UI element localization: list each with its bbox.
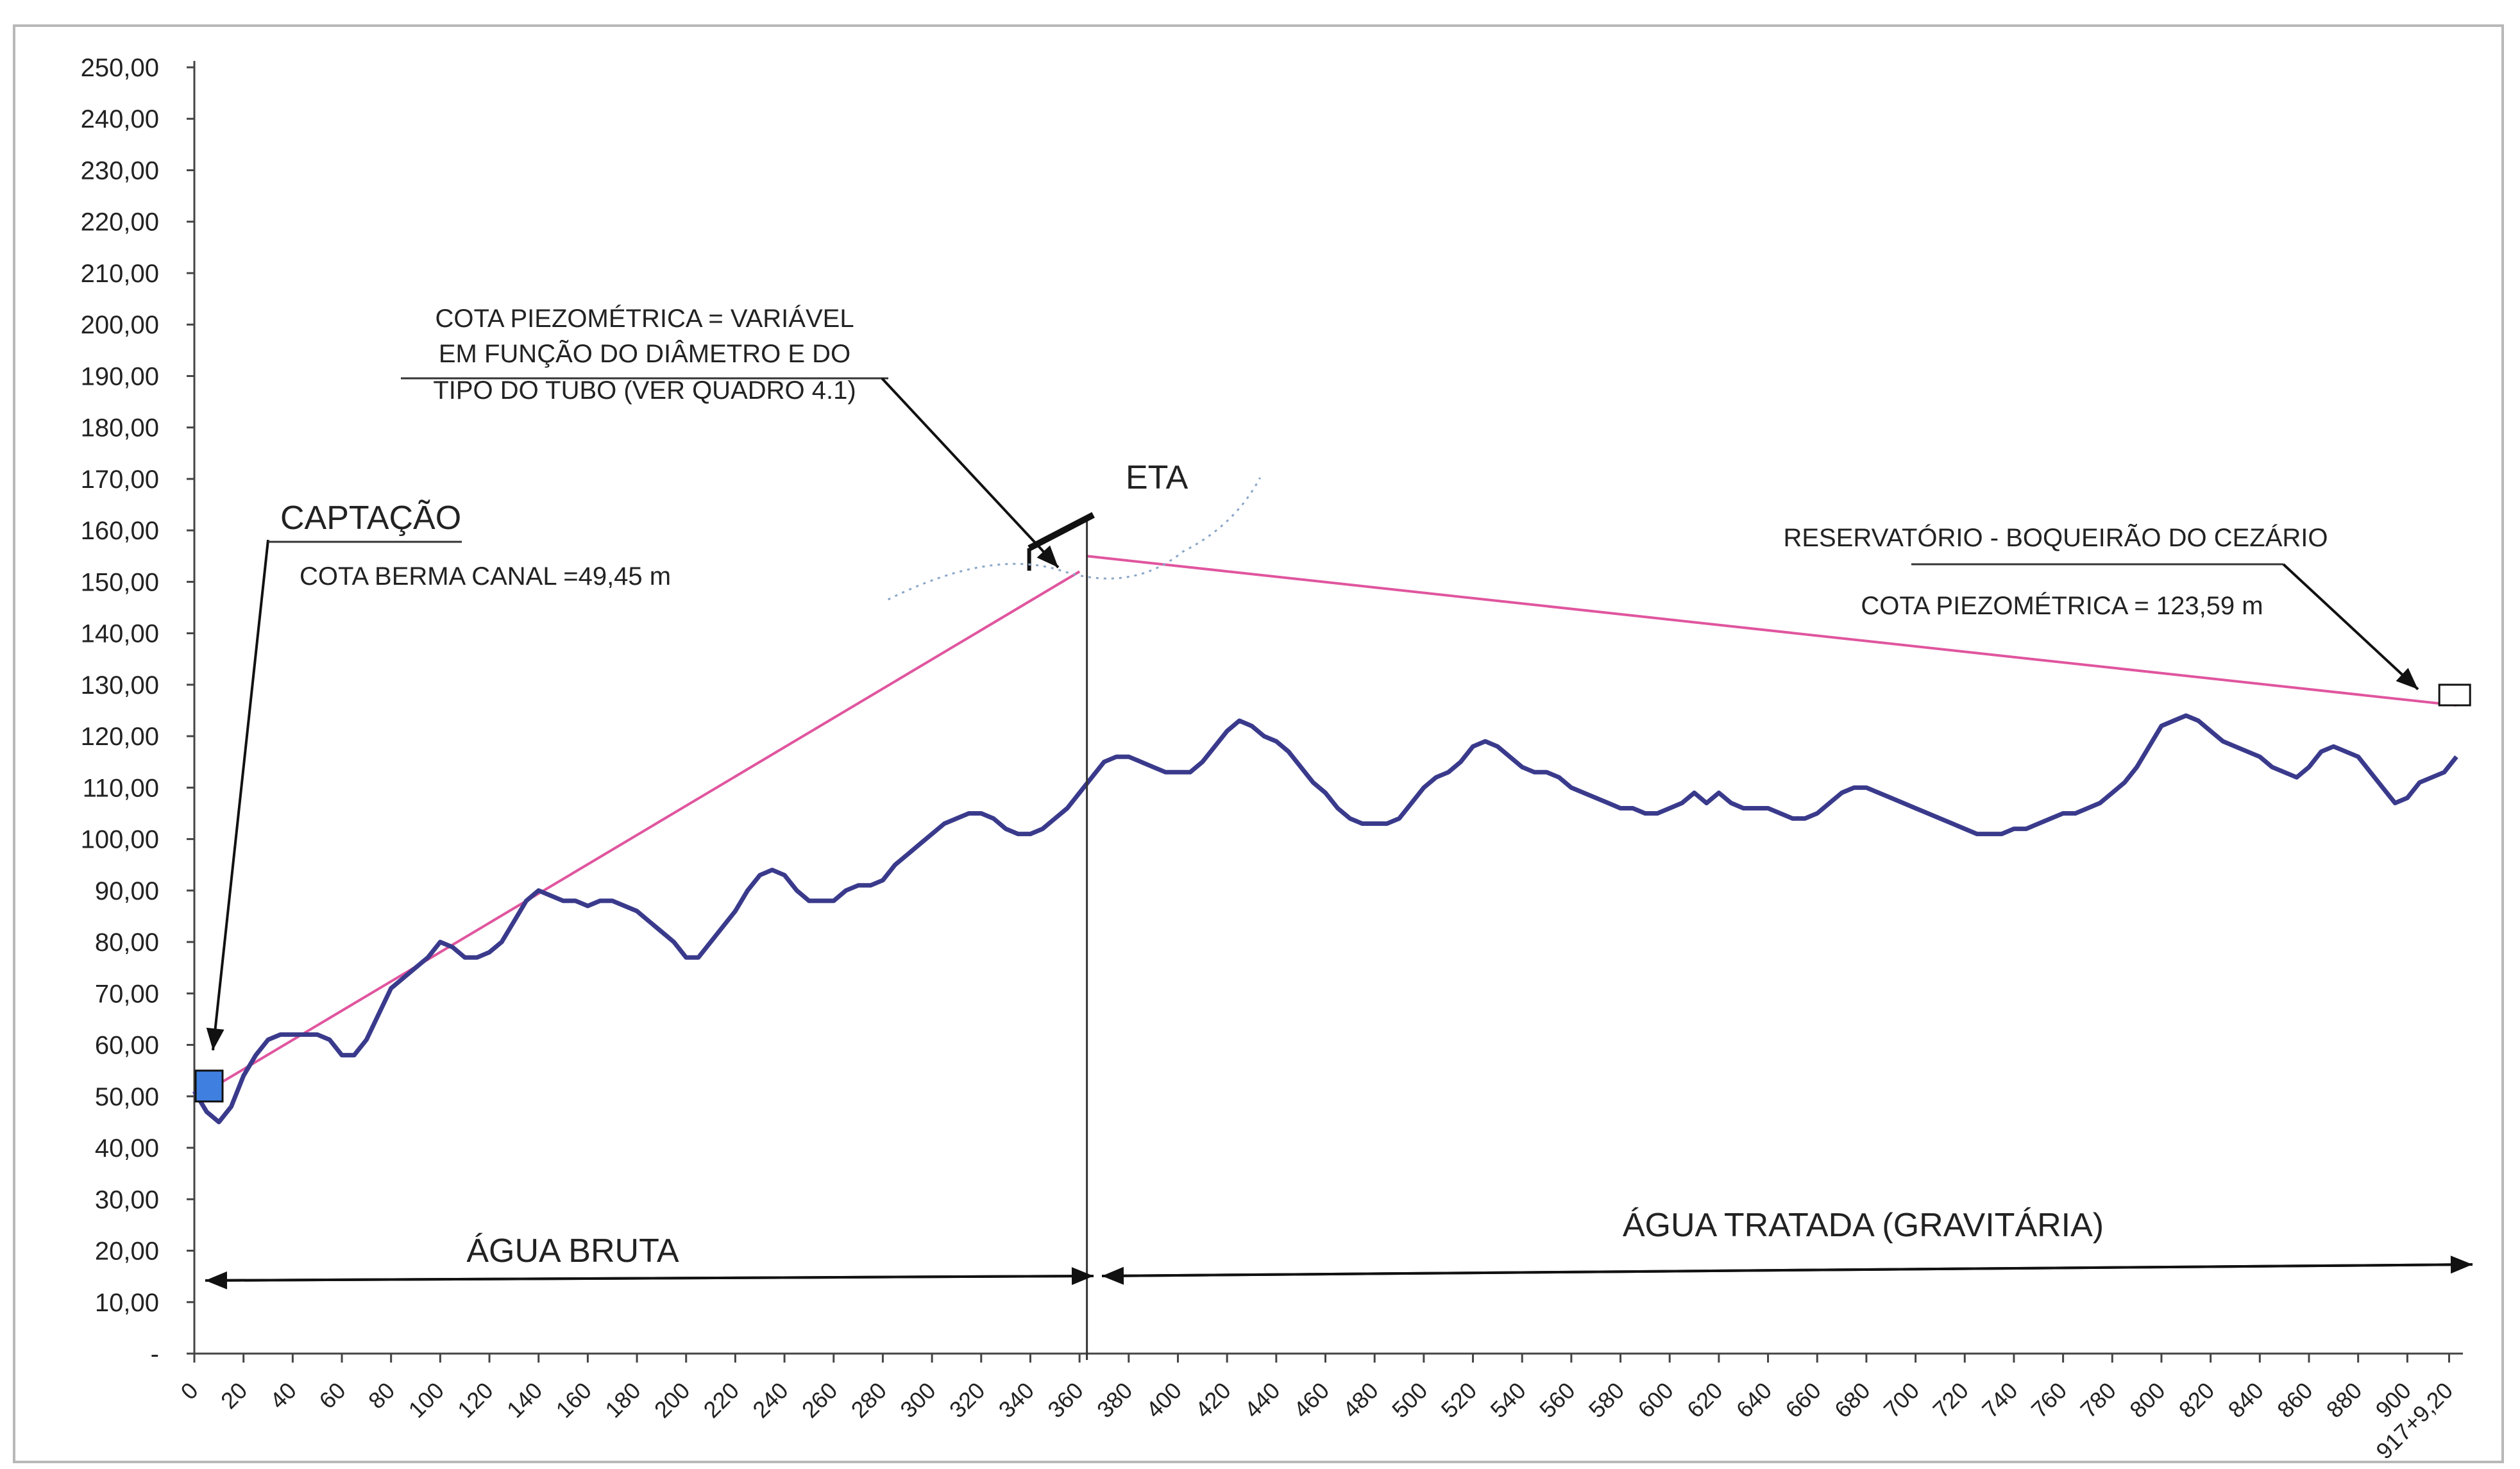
y-tick-label: 20,00 [95, 1238, 159, 1266]
y-tick-label: 130,00 [81, 671, 159, 700]
y-tick-label: 40,00 [95, 1134, 159, 1163]
y-tick-label: 150,00 [81, 568, 159, 596]
series-lines [192, 555, 2458, 1125]
y-tick-label: 170,00 [81, 466, 159, 494]
eta-symbol [1027, 512, 1095, 551]
y-tick-label: 140,00 [81, 620, 159, 648]
reservatorio-arrow-head [2396, 667, 2418, 689]
piezometric-note-line1: COTA PIEZOMÉTRICA = VARIÁVEL [435, 304, 854, 333]
terrain-profile-line [192, 713, 2458, 1125]
y-tick-label: 240,00 [81, 105, 159, 133]
agua-bruta-label: ÁGUA BRUTA [466, 1232, 679, 1270]
cota-berma-label: COTA BERMA CANAL =49,45 m [300, 562, 671, 591]
markers [194, 377, 2473, 1360]
reservatorio-label: RESERVATÓRIO - BOQUEIRÃO DO CEZÁRIO [1783, 523, 2328, 552]
y-tick-label: 200,00 [81, 311, 159, 339]
y-tick-label: 60,00 [95, 1032, 159, 1060]
reservatorio-arrow [2282, 563, 2419, 691]
agua-bruta-arrow-right-head [1071, 1267, 1094, 1286]
y-tick-label: - [151, 1340, 159, 1368]
y-tick-label: 30,00 [95, 1186, 159, 1214]
cota-piezometrica-reservatorio-label: COTA PIEZOMÉTRICA = 123,59 m [1861, 591, 2263, 620]
y-tick-label: 10,00 [95, 1289, 159, 1317]
y-tick-label: 80,00 [95, 928, 159, 957]
piezometric-note-line2: EM FUNÇÃO DO DIÂMETRO E DO [439, 339, 850, 368]
y-tick-label: 220,00 [81, 208, 159, 237]
y-tick-label: 180,00 [81, 414, 159, 442]
y-tick-label: 100,00 [81, 826, 159, 854]
piezometric-note-line3: TIPO DO TUBO (VER QUADRO 4.1) [433, 376, 856, 405]
captacao-box [194, 1070, 224, 1103]
axes [193, 61, 2463, 1357]
piezometric-line-2 [1087, 555, 2457, 707]
agua-tratada-arrow-right-head [2450, 1255, 2473, 1274]
y-tick-label: 210,00 [81, 260, 159, 288]
y-tick-label: 160,00 [81, 517, 159, 545]
y-tick-label: 230,00 [81, 156, 159, 185]
agua-tratada-arrow-right [1101, 1263, 2473, 1277]
eta-label: ETA [1126, 459, 1188, 496]
x-axis-ticks: 0 20 40 60 80 100 120 140 160 180 200 220 240 260 280 3… [176, 1354, 2458, 1465]
y-tick-label: 120,00 [81, 723, 159, 751]
y-tick-label: 110,00 [83, 774, 159, 802]
y-tick-label: 70,00 [95, 980, 159, 1008]
piezometric-note-arrow [881, 377, 1060, 569]
outer-frame [13, 24, 2504, 1463]
captacao-label: CAPTAÇÃO [280, 499, 461, 537]
y-axis-ticks: - 10,00 20,00 30,00 40,00 50,00 60,00 70,00 80,0… [81, 54, 194, 1368]
y-tick-label: 90,00 [95, 877, 159, 905]
agua-tratada-label: ÁGUA TRATADA (GRAVITÁRIA) [1623, 1207, 2104, 1244]
piezometric-note-arrow-head [1036, 545, 1058, 567]
agua-bruta-arrow-right [205, 1275, 1094, 1282]
captacao-arrow-head [206, 1027, 224, 1050]
y-tick-label: 190,00 [81, 362, 159, 390]
piezometric-line-1 [206, 570, 1081, 1093]
reservatorio-box [2438, 684, 2471, 707]
captacao-arrow [212, 539, 269, 1051]
y-tick-label: 50,00 [95, 1083, 159, 1111]
y-tick-label: 250,00 [81, 54, 159, 82]
